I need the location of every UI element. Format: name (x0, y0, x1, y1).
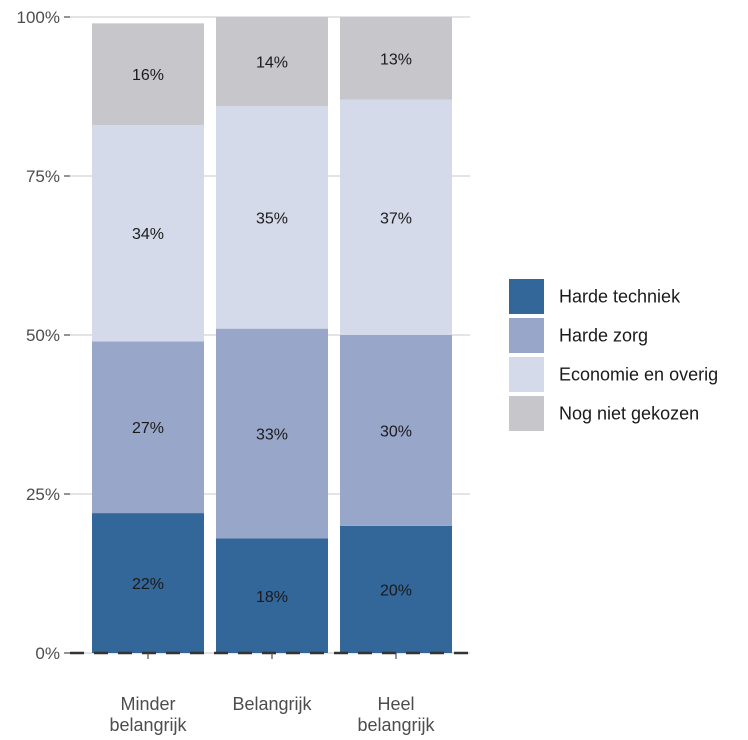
bar-segment (340, 99, 452, 336)
legend-label: Harde techniek (559, 287, 681, 307)
legend-key (509, 318, 544, 353)
data-label: 33% (256, 427, 288, 444)
data-label: 30% (380, 423, 412, 440)
x-tick-label-line: belangrijk (357, 715, 435, 735)
bar-segment (92, 341, 204, 514)
x-tick-label: Belangrijk (232, 694, 312, 714)
y-axis: 0% 25% 50% 75% 100% (17, 8, 70, 663)
data-label: 20% (380, 582, 412, 599)
y-tick-label: 0% (35, 644, 60, 663)
data-label: 22% (132, 576, 164, 593)
data-label: 35% (256, 210, 288, 227)
data-label: 34% (132, 226, 164, 243)
legend-key (509, 396, 544, 431)
y-tick-label: 50% (26, 326, 60, 345)
data-label: 18% (256, 589, 288, 606)
bar-segment (92, 513, 204, 653)
data-label: 27% (132, 420, 164, 437)
bar-segment (216, 538, 328, 653)
data-label: 37% (380, 210, 412, 227)
y-tick-label: 25% (26, 485, 60, 504)
bar-segment (92, 23, 204, 126)
bar-segment (216, 17, 328, 107)
x-tick-label-line: Heel (377, 694, 414, 714)
data-label: 13% (380, 51, 412, 68)
x-tick-label-line: belangrijk (109, 715, 187, 735)
data-label: 14% (256, 55, 288, 72)
legend: Harde techniek Harde zorg Economie en over… (509, 279, 718, 431)
legend-label: Economie en overig (559, 365, 718, 385)
x-tick-label-line: Minder (120, 694, 175, 714)
legend-label: Nog niet gekozen (559, 404, 699, 424)
bar-segment (216, 106, 328, 329)
bar-segment (92, 125, 204, 342)
x-tick-label-line: Belangrijk (232, 694, 312, 714)
bar-segment (340, 17, 452, 100)
legend-key (509, 357, 544, 392)
bars: 22% 27% 34% 16% 18% 33% 35% 14% 20% 30% 37% 13% (92, 17, 452, 653)
legend-key (509, 279, 544, 314)
bar-segment (340, 335, 452, 526)
y-tick-label: 100% (17, 8, 60, 27)
x-tick-label: Heel belangrijk (357, 694, 435, 735)
y-tick-label: 75% (26, 167, 60, 186)
bar-segment (340, 525, 452, 653)
x-tick-label: Minder belangrijk (109, 694, 187, 735)
data-label: 16% (132, 67, 164, 84)
legend-label: Harde zorg (559, 326, 648, 346)
bar-segment (216, 328, 328, 539)
